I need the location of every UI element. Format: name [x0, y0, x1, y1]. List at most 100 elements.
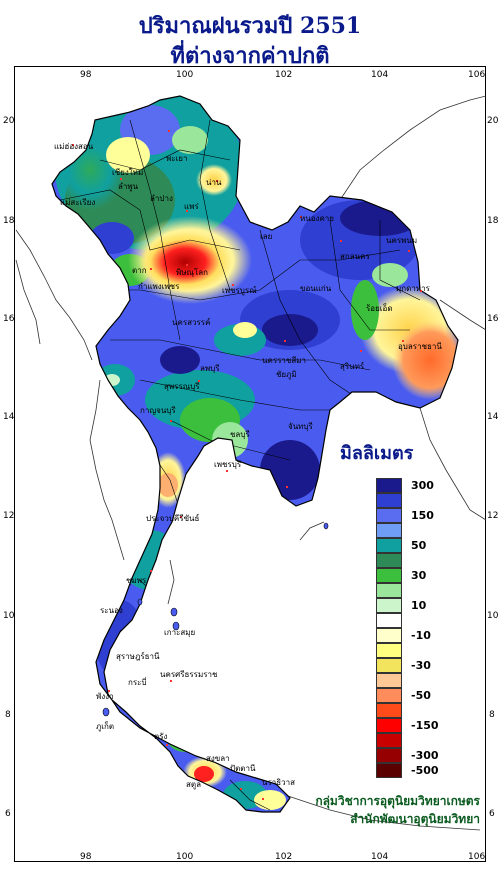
place-khonkaen: ขอนแก่น	[300, 284, 332, 293]
place-tak: ตาก	[132, 266, 147, 275]
place-suphanburi: สุพรรณบุรี	[164, 382, 200, 391]
y-tick-left-8: 8	[5, 710, 11, 720]
place-phetchaburi: เพชรบุรี	[214, 460, 242, 469]
x-tick-bottom-102: 102	[275, 852, 293, 862]
place-chonburi: ชลบุรี	[230, 430, 250, 439]
place-lopburi: ลพบุรี	[200, 364, 220, 373]
legend-swatch	[376, 673, 402, 688]
legend-swatch	[376, 703, 402, 718]
place-krabi: กระบี่	[128, 678, 147, 687]
legend-label: -30	[411, 659, 431, 672]
place-chanthaburi: จันทบุรี	[288, 422, 313, 431]
place-surin: สุรินทร์	[340, 362, 365, 371]
place-phayao: พะเยา	[166, 154, 188, 163]
place-samui: เกาะสมุย	[164, 628, 196, 637]
x-tick-bottom-106: 106	[468, 852, 486, 862]
y-tick-left-10: 10	[3, 611, 15, 621]
legend-swatch	[376, 523, 402, 538]
legend-swatch	[376, 598, 402, 613]
place-phangnga: พังงา	[96, 692, 114, 701]
x-tick-top-106: 106	[468, 70, 486, 80]
legend-swatch	[376, 688, 402, 703]
legend-swatch	[376, 538, 402, 553]
station-dots	[72, 130, 422, 800]
legend-swatch	[376, 628, 402, 643]
legend-swatch	[376, 748, 402, 763]
place-maesariang: แม่สะเรียง	[60, 198, 96, 207]
place-maehongson: แม่ฮ่องสอน	[54, 142, 94, 151]
place-prachuap: ประจวบคีรีขันธ์	[146, 514, 200, 523]
credit-line-1: กลุ่มวิชาการอุตุนิยมวิทยาเกษตร	[315, 794, 480, 808]
legend-label: 150	[411, 509, 434, 522]
place-roiet: ร้อยเอ็ด	[366, 304, 393, 313]
y-tick-right-20: 20	[487, 116, 499, 126]
legend-label: 10	[411, 599, 427, 612]
place-phetchabun: เพชรบูรณ์	[222, 286, 257, 295]
legend-label: 30	[411, 569, 427, 582]
place-phuket: ภูเก็ต	[96, 722, 115, 731]
y-tick-left-20: 20	[3, 116, 15, 126]
legend-swatch	[376, 733, 402, 748]
legend-swatch	[376, 613, 402, 628]
y-tick-left-12: 12	[3, 511, 15, 521]
y-tick-left-6: 6	[5, 809, 11, 819]
place-loei: เลย	[260, 232, 273, 241]
place-chumphon: ชุมพร	[126, 576, 147, 585]
place-trang: ตรัง	[154, 732, 168, 741]
y-tick-right-12: 12	[487, 511, 499, 521]
map-subtitle: ที่ต่างจากค่าปกติ	[170, 43, 330, 69]
legend-label: -300	[411, 749, 439, 762]
place-mukdahan: มุกดาหาร	[396, 284, 430, 293]
x-tick-bottom-98: 98	[80, 852, 92, 862]
legend-label: -150	[411, 719, 439, 732]
map-title: ปริมาณฝนรวมปี 2551	[138, 13, 362, 39]
legend-label: -10	[411, 629, 431, 642]
x-tick-bottom-104: 104	[371, 852, 389, 862]
y-tick-right-6: 6	[489, 809, 495, 819]
y-tick-right-10: 10	[487, 611, 499, 621]
legend-swatch	[376, 643, 402, 658]
legend-swatch	[376, 583, 402, 598]
place-sakonnakhon: สกลนคร	[340, 252, 370, 261]
y-tick-left-16: 16	[3, 314, 15, 324]
legend-swatch	[376, 493, 402, 508]
legend-swatch	[376, 658, 402, 673]
legend-label: -50	[411, 689, 431, 702]
place-nongkhai: หนองคาย	[300, 214, 334, 223]
legend-swatch	[376, 508, 402, 523]
place-lamphun: ลำพูน	[118, 182, 139, 191]
x-tick-top-100: 100	[176, 70, 194, 80]
place-lampang: ลำปาง	[150, 194, 173, 203]
x-tick-top-104: 104	[371, 70, 389, 80]
place-ubon: อุบลราชธานี	[398, 342, 442, 351]
legend-swatch	[376, 763, 402, 778]
x-tick-top-98: 98	[80, 70, 92, 80]
y-tick-left-18: 18	[3, 216, 15, 226]
place-narathiwat: นราธิวาส	[262, 778, 296, 787]
legend-swatch	[376, 553, 402, 568]
place-nakhonratchasima: นครราชสีมา	[262, 356, 306, 365]
credit-line-2: สำนักพัฒนาอุตุนิยมวิทยา	[350, 812, 480, 826]
place-phitsanulok: พิษณุโลก	[176, 268, 209, 277]
legend-swatch	[376, 718, 402, 733]
place-phrae: แพร่	[184, 202, 199, 211]
place-kanchanaburi: กาญจนบุรี	[140, 406, 176, 415]
place-suratthani: สุราษฎร์ธานี	[116, 652, 160, 661]
y-tick-right-18: 18	[487, 216, 499, 226]
place-chiangmai: เชียงใหม่	[112, 168, 144, 177]
y-tick-left-14: 14	[3, 412, 15, 422]
legend-label: -500	[411, 764, 439, 777]
legend-swatch	[376, 478, 402, 493]
neighbor-borders	[15, 95, 487, 831]
place-satun: สตูล	[186, 780, 201, 789]
place-nakhonphanom: นครพนม	[386, 236, 418, 245]
y-tick-right-16: 16	[487, 314, 499, 324]
place-pattani: ปัตตานี	[230, 764, 256, 773]
place-nakhonsithammarat: นครศรีธรรมราช	[160, 670, 218, 679]
place-chaiyaphum: ชัยภูมิ	[276, 370, 297, 379]
place-nan: น่าน	[206, 178, 222, 187]
legend-label: 50	[411, 539, 427, 552]
place-nakhonsawan: นครสวรรค์	[172, 318, 211, 327]
